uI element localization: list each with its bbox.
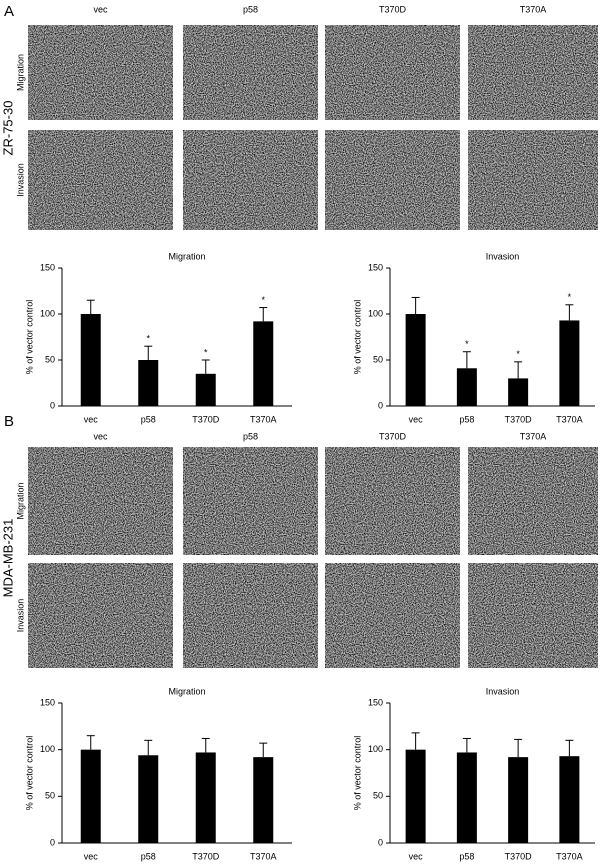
bar bbox=[80, 314, 101, 406]
micrograph bbox=[325, 447, 460, 555]
x-tick-label: p58 bbox=[459, 414, 474, 424]
y-tick-label: 50 bbox=[45, 354, 55, 364]
micrograph bbox=[325, 25, 460, 120]
x-tick-label: T370A bbox=[556, 851, 583, 861]
bar bbox=[195, 373, 216, 406]
y-tick-label: 50 bbox=[45, 791, 55, 801]
significance-marker: * bbox=[516, 349, 520, 359]
x-tick-label: p58 bbox=[141, 414, 156, 424]
bar bbox=[80, 749, 101, 843]
micrograph bbox=[183, 25, 318, 120]
bar bbox=[405, 314, 426, 406]
x-tick-label: T370A bbox=[556, 414, 583, 424]
x-tick-label: vec bbox=[409, 851, 424, 861]
y-tick-label: 100 bbox=[40, 308, 55, 318]
column-header: vec bbox=[93, 4, 108, 14]
column-header: p58 bbox=[243, 4, 258, 14]
y-tick-label: 100 bbox=[368, 744, 383, 754]
y-tick-label: 0 bbox=[378, 837, 383, 847]
micrograph bbox=[468, 130, 598, 230]
column-header: T370A bbox=[520, 431, 547, 441]
micrograph bbox=[468, 563, 598, 668]
micrograph bbox=[28, 563, 173, 668]
bar bbox=[508, 757, 529, 843]
y-tick-label: 150 bbox=[40, 697, 55, 707]
y-tick-label: 150 bbox=[368, 262, 383, 272]
y-axis-label: % of vector control bbox=[24, 300, 34, 375]
micrograph bbox=[28, 447, 173, 555]
significance-marker: * bbox=[261, 295, 265, 305]
micrograph bbox=[325, 563, 460, 668]
x-tick-label: vec bbox=[84, 414, 99, 424]
bar bbox=[456, 752, 477, 843]
row-label: Migration bbox=[15, 54, 25, 91]
y-tick-label: 50 bbox=[373, 791, 383, 801]
x-tick-label: T370D bbox=[192, 414, 220, 424]
bar bbox=[456, 368, 477, 406]
y-axis-label: % of vector control bbox=[24, 736, 34, 811]
significance-marker: * bbox=[465, 339, 469, 349]
bar bbox=[138, 755, 159, 843]
y-tick-label: 150 bbox=[368, 697, 383, 707]
bar bbox=[405, 749, 426, 843]
bar bbox=[559, 756, 580, 843]
bar bbox=[253, 321, 274, 406]
y-tick-label: 0 bbox=[50, 837, 55, 847]
significance-marker: * bbox=[568, 292, 572, 302]
bar bbox=[253, 757, 274, 843]
column-header: T370D bbox=[379, 431, 407, 441]
chart-title: Migration bbox=[168, 251, 205, 261]
x-tick-label: vec bbox=[409, 414, 424, 424]
column-header: T370D bbox=[379, 4, 407, 14]
chart-title: Migration bbox=[168, 686, 205, 696]
micrograph bbox=[468, 447, 598, 555]
x-tick-label: T370D bbox=[192, 851, 220, 861]
y-tick-label: 150 bbox=[40, 262, 55, 272]
row-label: Invasion bbox=[15, 599, 25, 633]
y-axis-label: % of vector control bbox=[352, 300, 362, 375]
y-tick-label: 50 bbox=[373, 354, 383, 364]
significance-marker: * bbox=[146, 334, 150, 344]
x-tick-label: p58 bbox=[141, 851, 156, 861]
micrograph bbox=[325, 130, 460, 230]
y-tick-label: 0 bbox=[378, 400, 383, 410]
panel-label: B bbox=[4, 413, 14, 430]
y-tick-label: 0 bbox=[50, 400, 55, 410]
chart-title: Invasion bbox=[486, 686, 520, 696]
row-label: Invasion bbox=[15, 163, 25, 197]
y-tick-label: 100 bbox=[40, 744, 55, 754]
micrograph bbox=[183, 447, 318, 555]
column-header: T370A bbox=[520, 4, 547, 14]
micrograph bbox=[183, 563, 318, 668]
panel-label: A bbox=[4, 3, 14, 20]
bar bbox=[138, 360, 159, 406]
y-axis-label: % of vector control bbox=[352, 736, 362, 811]
x-tick-label: T370A bbox=[250, 414, 277, 424]
bar bbox=[195, 752, 216, 843]
significance-marker: * bbox=[204, 347, 208, 357]
x-tick-label: T370A bbox=[250, 851, 277, 861]
x-tick-label: T370D bbox=[505, 414, 533, 424]
row-label: Migration bbox=[15, 482, 25, 519]
x-tick-label: p58 bbox=[459, 851, 474, 861]
y-tick-label: 100 bbox=[368, 308, 383, 318]
x-tick-label: T370D bbox=[505, 851, 533, 861]
cell-line: MDA-MB-231 bbox=[0, 519, 15, 598]
bar bbox=[508, 378, 529, 406]
x-tick-label: vec bbox=[84, 851, 99, 861]
column-header: vec bbox=[93, 431, 108, 441]
micrograph bbox=[28, 25, 173, 120]
micrograph bbox=[183, 130, 318, 230]
cell-line: ZR-75-30 bbox=[0, 101, 15, 156]
bar bbox=[559, 320, 580, 406]
micrograph bbox=[468, 25, 598, 120]
chart-title: Invasion bbox=[486, 251, 520, 261]
micrograph bbox=[28, 130, 173, 230]
column-header: p58 bbox=[243, 431, 258, 441]
